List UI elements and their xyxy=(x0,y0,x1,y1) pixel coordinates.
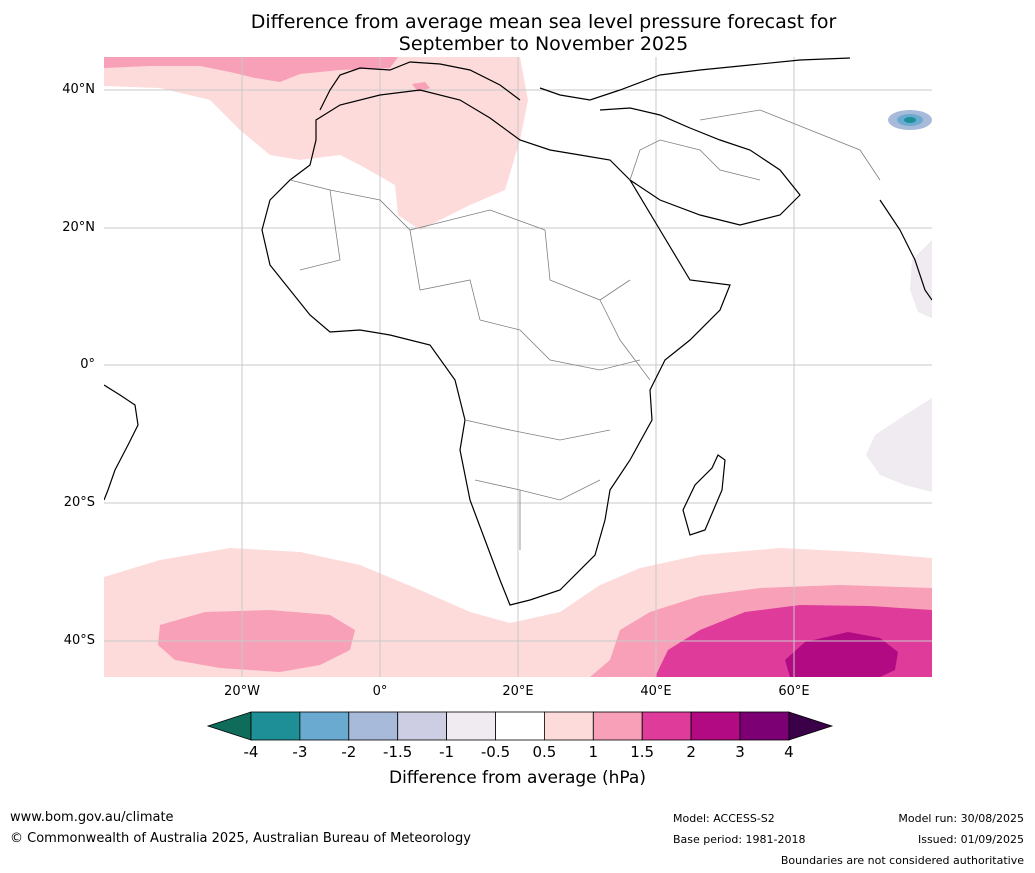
colorbar-tick-label: -4 xyxy=(243,743,259,761)
anomaly-north-light xyxy=(104,57,528,230)
colorbar-segment xyxy=(592,711,643,741)
europe-coastline xyxy=(319,57,851,111)
lon-label-0: 0° xyxy=(372,684,388,699)
colorbar-label: Difference from average (hPa) xyxy=(389,768,646,788)
colorbar-segment xyxy=(299,711,350,741)
footer-base-period: Base period: 1981-2018 xyxy=(673,833,806,846)
colorbar-tick-label: -1 xyxy=(439,743,455,761)
lat-label-40n: 40°N xyxy=(62,82,95,97)
colorbar-tick-label: 0.5 xyxy=(532,743,557,761)
anomaly-east-faint-2 xyxy=(866,398,932,492)
colorbar-segment xyxy=(495,711,545,741)
map-title-line1: Difference from average mean sea level p… xyxy=(250,11,837,33)
lat-label-0: 0° xyxy=(80,357,95,372)
colorbar-tick-label: -0.5 xyxy=(480,743,511,761)
colorbar-segment xyxy=(739,711,790,741)
footer-model-run: Model run: 30/08/2025 xyxy=(898,812,1024,825)
africa-coastline xyxy=(261,89,731,606)
lon-label-40e: 40°E xyxy=(640,684,672,699)
colorbar-segment xyxy=(348,711,399,741)
south-america-coastline xyxy=(104,384,139,501)
lat-label-40s: 40°S xyxy=(63,633,95,648)
graticule xyxy=(104,57,932,677)
footer-website: www.bom.gov.au/climate xyxy=(10,810,174,825)
footer-issued: Issued: 01/09/2025 xyxy=(917,833,1024,846)
country-borders xyxy=(289,109,881,550)
colorbar-tick-label: -1.5 xyxy=(383,743,413,761)
lat-label-20n: 20°N xyxy=(62,220,95,235)
colorbar-tick-label: 3 xyxy=(735,743,745,761)
colorbar-tick-label: -3 xyxy=(292,743,308,761)
colorbar-tick-label: 4 xyxy=(784,743,794,761)
map-title-line2: September to November 2025 xyxy=(398,33,689,55)
colorbar-tick-label: 1.5 xyxy=(630,743,655,761)
colorbar-segment xyxy=(641,711,692,741)
colorbar-segment xyxy=(397,711,448,741)
footer-model: Model: ACCESS-S2 xyxy=(673,812,775,825)
colorbar-tick-label: 2 xyxy=(686,743,696,761)
india-coastline xyxy=(879,199,932,301)
colorbar-tick-label: -2 xyxy=(341,743,357,761)
colorbar-extend-low xyxy=(206,711,252,741)
lat-label-20s: 20°S xyxy=(63,495,95,510)
lon-label-20e: 20°E xyxy=(502,684,534,699)
arabia-coastline xyxy=(599,107,801,226)
lon-label-60e: 60°E xyxy=(778,684,810,699)
colorbar-tick-label: 1 xyxy=(588,743,599,761)
madagascar-coastline xyxy=(682,454,726,536)
colorbar-segment xyxy=(446,711,496,741)
anomaly-north-medium xyxy=(104,57,398,82)
footer-copyright: © Commonwealth of Australia 2025, Austra… xyxy=(10,831,471,846)
colorbar-extend-high xyxy=(788,711,834,741)
colorbar-segment xyxy=(544,711,594,741)
colorbar-segment xyxy=(690,711,741,741)
anomaly-tibet-core xyxy=(904,117,916,123)
colorbar xyxy=(206,711,834,741)
anomaly-south-core xyxy=(785,632,898,677)
footer-disclaimer: Boundaries are not considered authoritat… xyxy=(780,854,1024,867)
lon-label-20w: 20°W xyxy=(224,684,260,699)
colorbar-segment xyxy=(250,711,301,741)
